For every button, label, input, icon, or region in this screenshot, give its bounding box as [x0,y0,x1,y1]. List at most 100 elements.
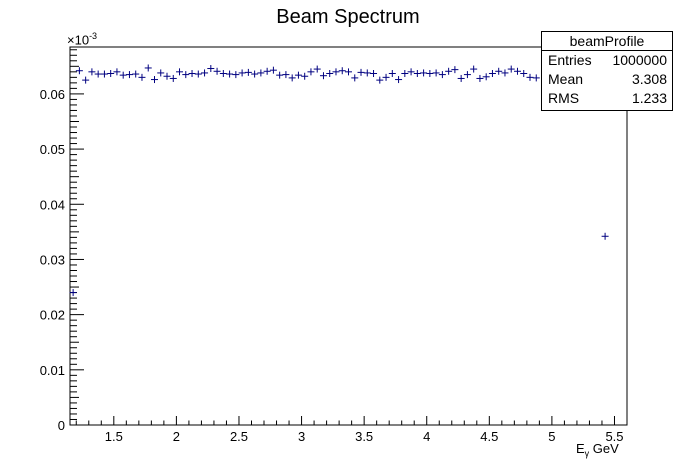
y-tick-label: 0.02 [40,308,65,323]
data-point [219,69,227,77]
data-point [113,68,121,76]
stats-row-rms: RMS 1.233 [542,89,672,108]
stats-box-title: beamProfile [542,32,672,51]
stats-label: RMS [548,90,580,106]
data-point [94,70,102,78]
data-point [395,76,403,84]
data-point [388,69,396,77]
data-point [257,69,265,77]
y-tick-label: 0 [58,418,65,433]
data-point [495,67,503,75]
y-tick-label: 0.01 [40,363,65,378]
data-point [144,64,152,72]
data-point [188,69,196,77]
data-point [301,72,309,80]
data-point [482,73,490,81]
x-tick-label: 4.5 [480,429,498,444]
data-point [432,69,440,77]
data-point [488,69,496,77]
x-tick-label: 2.5 [230,429,248,444]
x-tick-label: 2 [173,429,180,444]
data-point [163,72,171,80]
stats-row-entries: Entries 1000000 [542,51,672,70]
data-point [100,70,108,78]
data-point [201,69,209,77]
x-tick-label: 3 [298,429,305,444]
x-tick-label: 5.5 [605,429,623,444]
data-point [288,74,296,82]
y-tick-label: 0.06 [40,87,65,102]
y-tick-label: 0.04 [40,197,65,212]
y-axis: 0 0.01 0.02 0.03 0.04 0.05 0.06 [40,49,84,433]
data-point [276,71,284,79]
data-point [326,69,334,77]
chart-title: Beam Spectrum [276,6,420,28]
stats-row-mean: Mean 3.308 [542,70,672,89]
data-point [407,68,415,76]
data-point [132,70,140,78]
x-axis-label-subscript: γ [584,448,590,459]
data-point [438,71,446,79]
data-point [382,73,390,81]
data-point [476,74,484,82]
data-point [363,69,371,77]
x-axis-label-unit: GeV [589,441,619,456]
data-point [263,67,271,75]
data-point [601,232,609,240]
data-point [82,76,90,84]
data-point [413,69,421,77]
data-point [351,74,359,82]
x-axis-label-main: E [576,441,585,456]
x-tick-label: 3.5 [355,429,373,444]
stats-label: Mean [548,71,584,87]
data-point [332,68,340,76]
data-point [313,65,321,73]
data-point [470,65,478,73]
x-tick-label: 5 [548,429,555,444]
x-axis: 1.5 2 2.5 3 3.5 4 4.5 5 5.5 [75,416,628,444]
data-point [269,66,277,74]
y-axis-multiplier: ×10-3 [67,31,97,47]
data-point [370,69,378,77]
data-point [69,289,77,297]
data-point [88,68,96,76]
data-point [457,74,465,82]
data-point [176,68,184,76]
data-point [150,76,158,84]
data-point [75,67,83,75]
data-point [345,68,352,76]
data-point [244,68,252,76]
x-tick-label: 1.5 [105,429,123,444]
plot-frame [69,46,628,426]
stats-value: 1.233 [631,90,667,106]
stats-box: beamProfile Entries 1000000 Mean 3.308 R… [541,31,673,111]
data-point [232,71,240,79]
data-point [251,70,259,78]
data-point [226,70,234,78]
data-point [451,66,459,74]
stats-value: 3.308 [631,71,667,87]
data-point [420,69,428,77]
data-point [507,65,515,73]
data-point [138,73,146,81]
stats-label: Entries [548,52,592,68]
y-tick-label: 0.03 [40,252,65,267]
y-tick-label: 0.05 [40,142,65,157]
data-point [426,69,434,77]
data-point [513,67,521,75]
y-multiplier-base: ×10 [67,32,90,48]
data-point [319,72,327,80]
data-point [501,69,509,77]
data-point [445,67,453,75]
data-point [169,74,177,82]
data-point [194,70,202,78]
y-multiplier-exponent: -3 [89,31,98,41]
data-point [376,76,384,84]
x-tick-label: 4 [423,429,430,444]
data-points [69,64,609,297]
data-point [294,71,302,79]
data-point [401,69,409,77]
data-point [125,71,133,79]
data-point [238,69,246,77]
